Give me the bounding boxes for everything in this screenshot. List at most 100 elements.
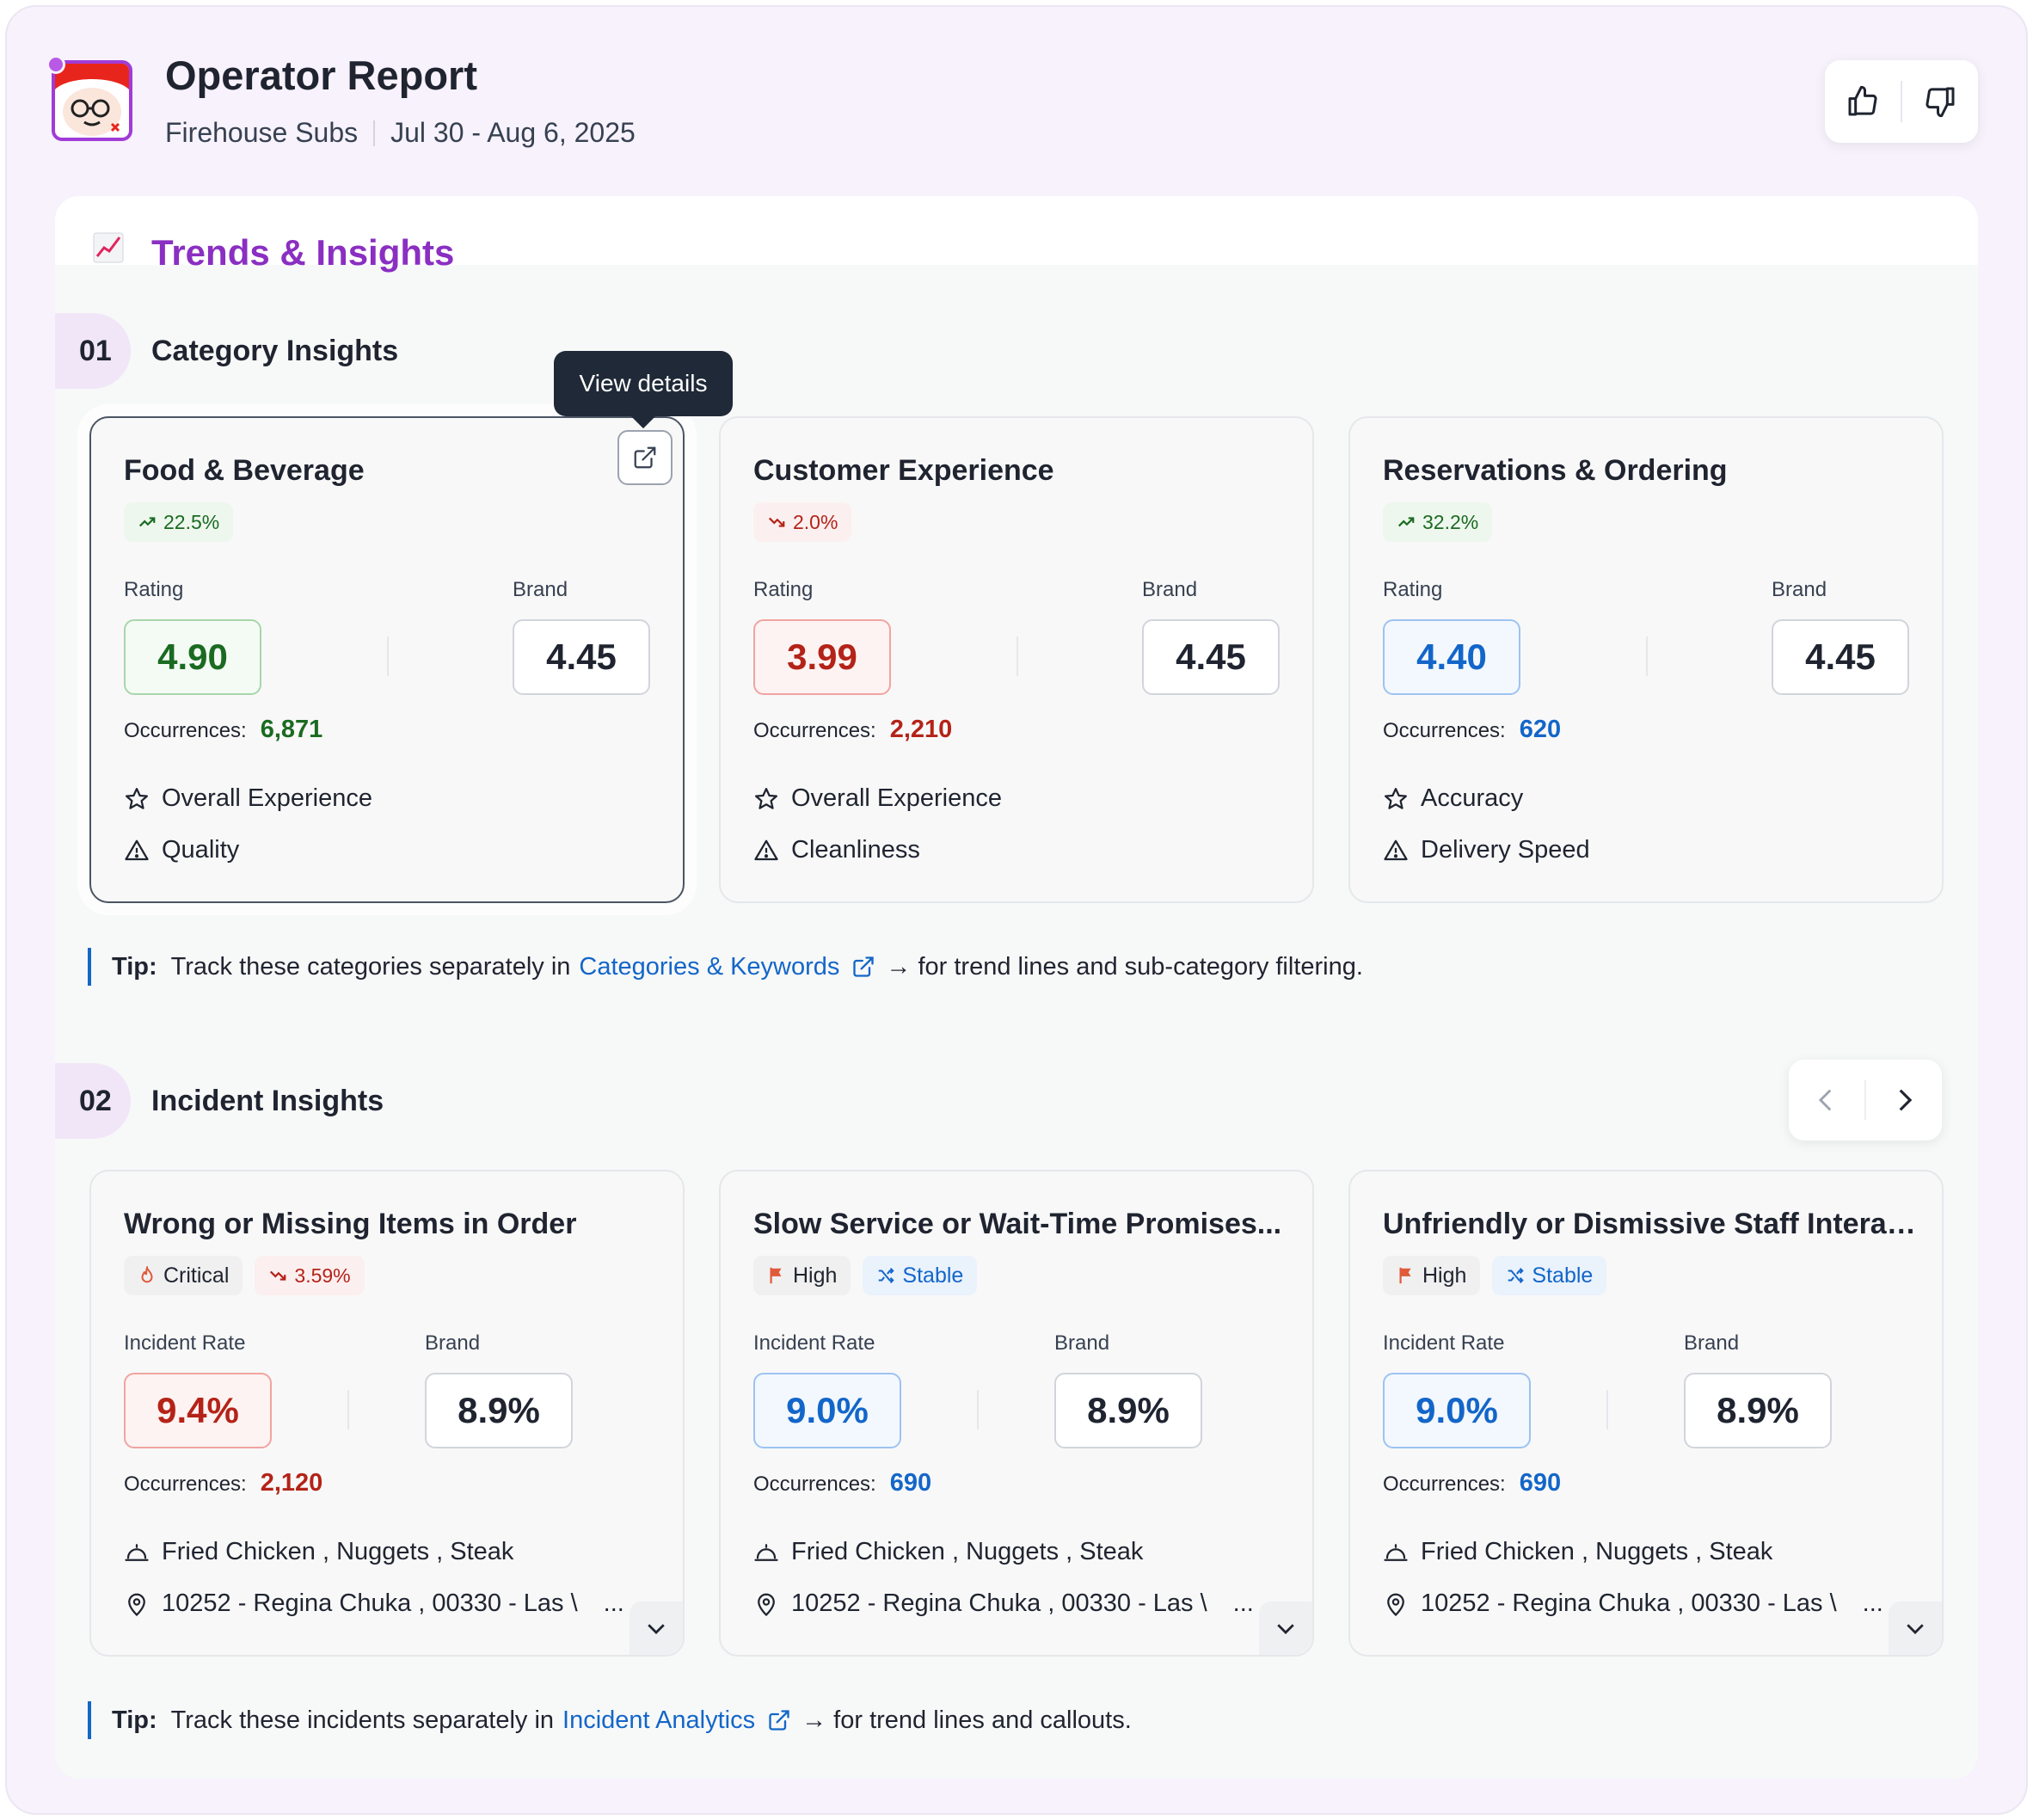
- category-card[interactable]: Reservations & Ordering 32.2% Rating Bra…: [1348, 416, 1944, 903]
- divider: [347, 1390, 349, 1430]
- incident-rate-value: 9.0%: [753, 1373, 901, 1448]
- items-label: Fried Chicken , Nuggets , Steak: [162, 1538, 514, 1565]
- tip-text: → for trend lines and sub-category filte…: [886, 952, 1363, 981]
- chevron-left-icon: [1818, 1089, 1832, 1111]
- trend-value: 2.0%: [793, 510, 838, 533]
- chevron-down-icon: [1277, 1624, 1294, 1634]
- incident-card[interactable]: Unfriendly or Dismissive Staff Interact.…: [1348, 1170, 1944, 1657]
- expand-button[interactable]: [1259, 1602, 1312, 1655]
- negative-driver: Cleanliness: [753, 836, 920, 864]
- severity-label: Critical: [163, 1263, 230, 1288]
- brand-value: 8.9%: [1054, 1373, 1202, 1448]
- external-link-icon[interactable]: [767, 1708, 791, 1732]
- trend-badge: 22.5%: [124, 502, 234, 542]
- divider: [387, 636, 389, 676]
- chevron-down-icon: [1907, 1624, 1924, 1634]
- incident-card[interactable]: Wrong or Missing Items in Order Critical…: [89, 1170, 685, 1657]
- category-tip: Tip: Track these categories separately i…: [88, 948, 1363, 986]
- insights-panel: Trends & Insights 01 Category Insights F…: [55, 196, 1978, 1779]
- tip-text: Track these categories separately in: [170, 952, 571, 981]
- severity-badge: Critical: [124, 1256, 243, 1295]
- external-link-icon: [634, 446, 656, 469]
- incident-card[interactable]: Slow Service or Wait-Time Promises... Hi…: [719, 1170, 1314, 1657]
- chart-increasing-icon: [93, 232, 124, 271]
- date-range: Jul 30 - Aug 6, 2025: [390, 117, 636, 148]
- incident-rate-label: Incident Rate: [753, 1331, 875, 1355]
- previous-button[interactable]: [1789, 1060, 1864, 1141]
- expand-button[interactable]: [1889, 1602, 1942, 1655]
- thumbs-up-button[interactable]: [1825, 60, 1901, 143]
- warning-icon: [754, 839, 778, 860]
- rating-value: 4.40: [1383, 619, 1520, 695]
- incident-rate-label: Incident Rate: [1383, 1331, 1505, 1355]
- driver-label: Overall Experience: [791, 784, 1002, 812]
- trend-value: 22.5%: [163, 510, 220, 533]
- thumbs-down-button[interactable]: [1902, 60, 1978, 143]
- warning-icon: [125, 839, 149, 860]
- warning-icon: [1384, 839, 1408, 860]
- category-card[interactable]: Customer Experience 2.0% Rating Brand 3.…: [719, 416, 1314, 903]
- occurrences: Occurrences: 2,210: [753, 716, 952, 744]
- trend-value: Stable: [1532, 1263, 1594, 1288]
- cloche-icon: [1384, 1543, 1408, 1561]
- brand-value: 4.45: [513, 619, 650, 695]
- occurrences-value: 6,871: [260, 716, 323, 743]
- card-title: Customer Experience: [753, 454, 1054, 487]
- star-icon: [755, 787, 777, 809]
- expand-button[interactable]: [630, 1602, 683, 1655]
- external-link-icon[interactable]: [851, 955, 875, 979]
- occurrences-label: Occurrences:: [1383, 719, 1506, 742]
- negative-driver: Delivery Speed: [1383, 836, 1590, 864]
- incident-analytics-link[interactable]: Incident Analytics: [562, 1706, 756, 1734]
- brand-label: Brand: [1684, 1331, 1740, 1355]
- section-heading: Trends & Insights: [151, 232, 455, 273]
- chevron-down-icon: [648, 1624, 665, 1634]
- rating-label: Rating: [753, 578, 814, 601]
- rating-value: 4.90: [124, 619, 261, 695]
- tip-text: Track these incidents separately in: [170, 1706, 555, 1734]
- divider: [1606, 1390, 1608, 1430]
- divider: [1864, 1080, 1866, 1120]
- incident-tip: Tip: Track these incidents separately in…: [88, 1701, 1132, 1739]
- brand-value: 8.9%: [1684, 1373, 1832, 1448]
- thumbs-down-icon: [1926, 87, 1955, 118]
- category-card[interactable]: Food & Beverage 22.5% Rating Brand 4.90 …: [89, 416, 685, 903]
- chevron-right-icon: [1899, 1089, 1913, 1111]
- location-pin-icon: [758, 1593, 775, 1616]
- brand-value: 4.45: [1142, 619, 1280, 695]
- view-details-button[interactable]: [617, 430, 673, 485]
- trend-badge: 3.59%: [255, 1256, 365, 1295]
- star-icon: [1385, 787, 1407, 809]
- positive-driver: Accuracy: [1383, 784, 1523, 813]
- view-details-tooltip: View details: [554, 351, 733, 416]
- section-number: 01: [55, 313, 131, 389]
- next-button[interactable]: [1866, 1060, 1942, 1141]
- menu-items: Fried Chicken , Nuggets , Steak: [1383, 1538, 1772, 1566]
- cloche-icon: [125, 1543, 149, 1561]
- fire-icon: [141, 1266, 153, 1283]
- flag-icon: [1399, 1267, 1411, 1284]
- divider: [1646, 636, 1648, 676]
- categories-keywords-link[interactable]: Categories & Keywords: [579, 952, 840, 981]
- card-title: Reservations & Ordering: [1383, 454, 1728, 487]
- occurrences-label: Occurrences:: [753, 1473, 876, 1496]
- occurrences: Occurrences: 620: [1383, 716, 1561, 744]
- occurrences: Occurrences: 2,120: [124, 1469, 322, 1497]
- positive-driver: Overall Experience: [753, 784, 1002, 813]
- menu-items: Fried Chicken , Nuggets , Steak: [753, 1538, 1143, 1566]
- cloche-icon: [754, 1543, 778, 1561]
- feedback-group: [1825, 60, 1978, 143]
- driver-label: Delivery Speed: [1421, 836, 1590, 864]
- occurrences-label: Occurrences:: [124, 1473, 247, 1496]
- trend-badge: 2.0%: [753, 502, 852, 542]
- divider: [373, 120, 376, 146]
- items-label: Fried Chicken , Nuggets , Steak: [1421, 1538, 1773, 1565]
- locations: 10252 - Regina Chuka , 00330 - Las \ ...: [1383, 1589, 1883, 1618]
- trend-up-icon: [1397, 517, 1415, 527]
- overflow-ellipsis: ...: [1232, 1589, 1254, 1617]
- tip-label: Tip:: [112, 952, 157, 981]
- locations-label: 10252 - Regina Chuka , 00330 - Las \: [791, 1589, 1207, 1617]
- rating-label: Rating: [1383, 578, 1443, 601]
- shuffle-icon: [1508, 1268, 1525, 1283]
- location-pin-icon: [128, 1593, 145, 1616]
